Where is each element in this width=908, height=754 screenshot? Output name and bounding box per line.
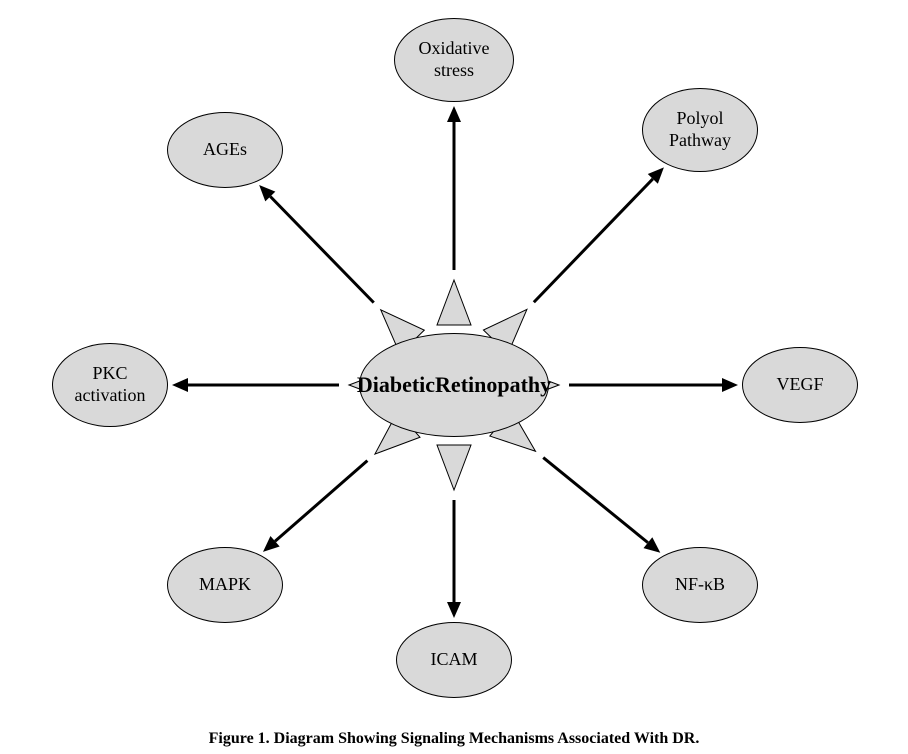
node-oxidative-stress: Oxidativestress (394, 18, 514, 102)
burst-triangle-icon (437, 445, 471, 490)
arrow-line (543, 458, 648, 543)
node-label-line: Polyol (676, 108, 723, 130)
arrow-head-icon (172, 378, 188, 392)
node-vegf: VEGF (742, 347, 858, 423)
arrow-head-icon (263, 536, 280, 552)
arrow-head-icon (643, 537, 660, 553)
node-label-line: Pathway (669, 130, 731, 152)
arrow-head-icon (259, 185, 275, 201)
arrow-head-icon (722, 378, 738, 392)
node-label-line: stress (434, 60, 474, 82)
arrow-head-icon (447, 602, 461, 618)
node-label-line: PKC (92, 363, 127, 385)
burst-triangle-icon (437, 280, 471, 325)
node-ages: AGEs (167, 112, 283, 188)
node-polyol-pathway: PolyolPathway (642, 88, 758, 172)
node-label-line: ICAM (430, 649, 477, 671)
node-nfkb: NF-κB (642, 547, 758, 623)
center-node-line: Retinopathy (435, 372, 551, 398)
arrow-line (275, 461, 367, 542)
node-label-line: MAPK (199, 574, 251, 596)
center-node-line: Diabetic (357, 372, 435, 398)
node-pkc: PKCactivation (52, 343, 168, 427)
diagram-container: DiabeticRetinopathy Figure 1. Diagram Sh… (0, 0, 908, 754)
node-mapk: MAPK (167, 547, 283, 623)
node-icam: ICAM (396, 622, 512, 698)
node-label-line: Oxidative (419, 38, 490, 60)
arrow-line (270, 197, 373, 303)
center-node: DiabeticRetinopathy (359, 333, 549, 437)
arrow-line (534, 179, 653, 302)
arrow-head-icon (447, 106, 461, 122)
node-label-line: NF-κB (675, 574, 725, 596)
figure-caption: Figure 1. Diagram Showing Signaling Mech… (0, 730, 908, 748)
node-label-line: activation (75, 385, 146, 407)
node-label-line: AGEs (203, 139, 247, 161)
node-label-line: VEGF (776, 374, 823, 396)
arrow-head-icon (648, 167, 664, 183)
